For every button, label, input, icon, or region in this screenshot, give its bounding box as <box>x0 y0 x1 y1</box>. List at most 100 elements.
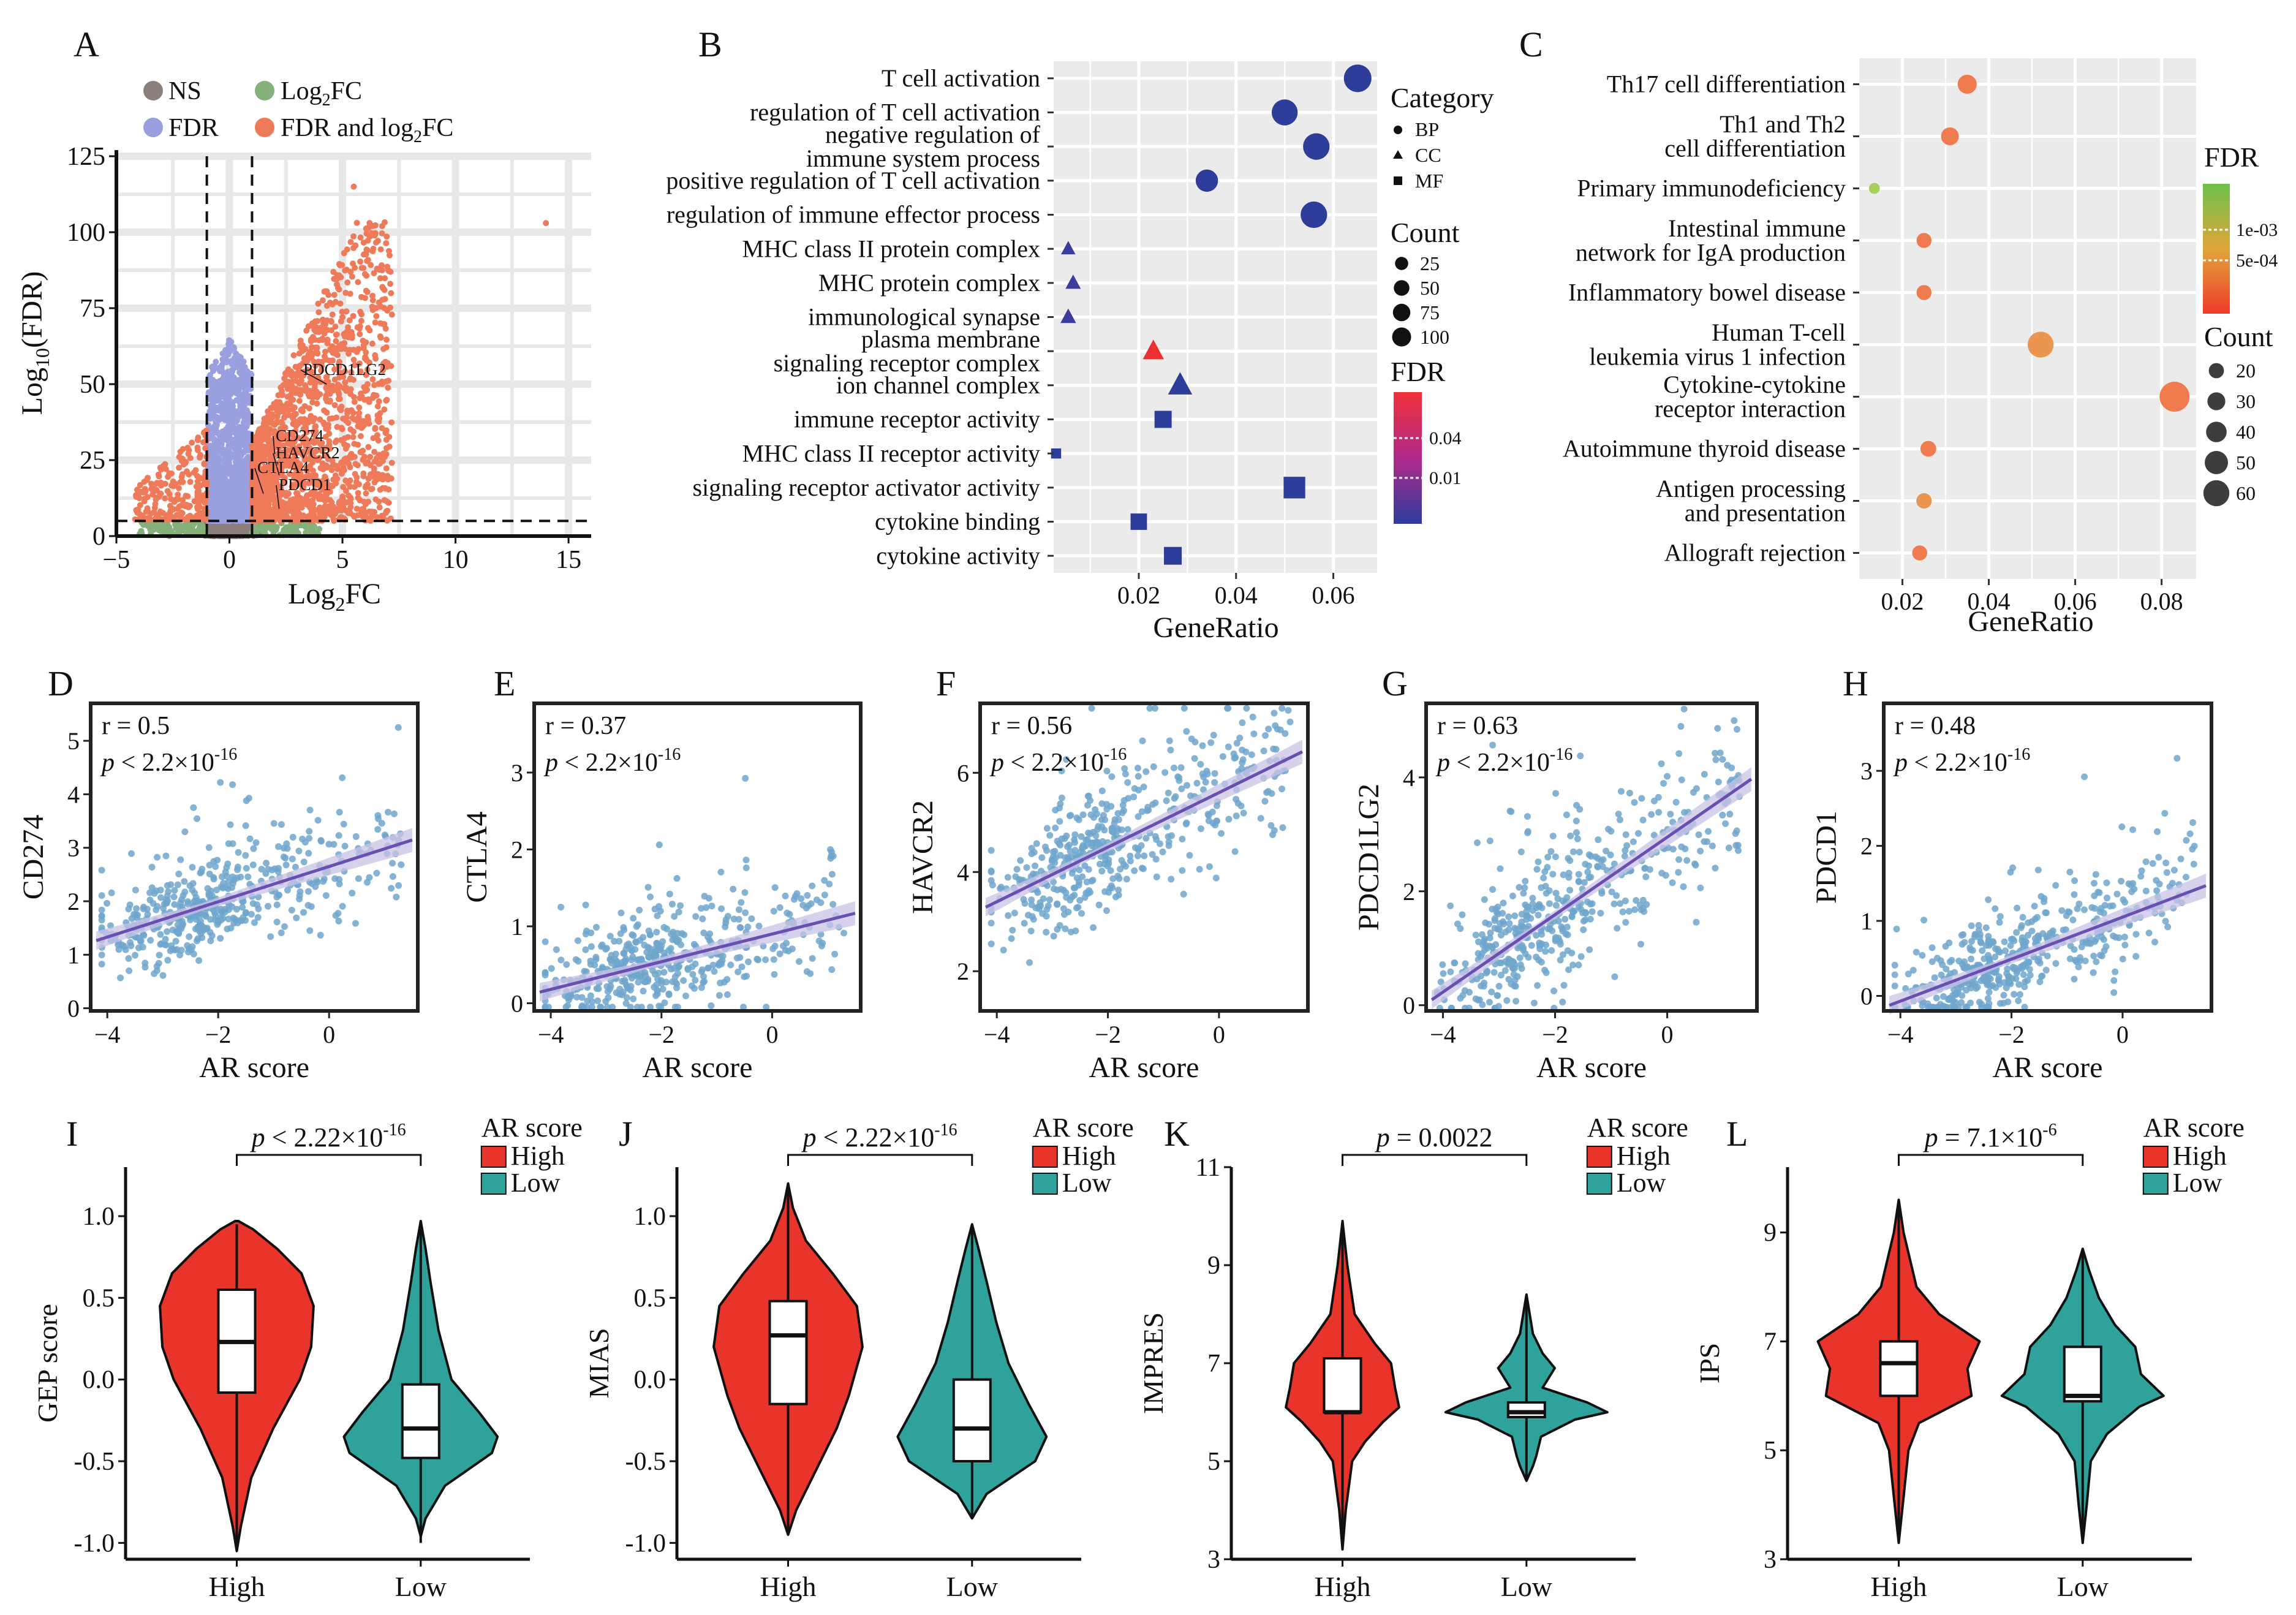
dotplot-term-label: negative regulation of immune system proc… <box>806 121 1041 172</box>
dotplot-point <box>1195 169 1218 192</box>
volcano-point <box>194 488 201 495</box>
volcano-point <box>369 306 376 313</box>
volcano-point <box>296 398 303 404</box>
volcano-point <box>219 450 226 457</box>
volcano-point <box>336 272 342 279</box>
volcano-point <box>156 473 162 480</box>
volcano-point <box>355 423 361 429</box>
go-legend-bp-symbol <box>1394 126 1402 134</box>
volcano-point <box>198 496 205 502</box>
panel-letter-l: L <box>1726 1114 1748 1154</box>
dotplot-term-label: cytokine activity <box>876 542 1040 569</box>
volcano-point <box>339 308 346 315</box>
volcano-point <box>218 385 225 391</box>
volcano-point <box>358 293 364 300</box>
volcano-point <box>228 409 235 415</box>
volcano-point <box>364 381 371 388</box>
volcano-point <box>284 382 290 389</box>
volcano-point <box>211 390 217 397</box>
volcano-point <box>347 477 353 484</box>
volcano-point <box>273 526 279 533</box>
volcano-point <box>275 409 282 416</box>
volcano-point <box>148 486 155 493</box>
volcano-point <box>298 387 305 394</box>
volcano-point <box>227 380 234 387</box>
volcano-point <box>372 425 379 431</box>
volcano-point <box>385 486 392 493</box>
volcano-point <box>319 495 325 502</box>
volcano-point <box>298 406 305 412</box>
volcano-point <box>254 497 261 504</box>
volcano-point <box>383 427 390 434</box>
volcano-point <box>363 418 369 425</box>
volcano-point <box>230 441 236 448</box>
volcano-point <box>281 375 288 382</box>
go-legend-cc-symbol <box>1393 150 1403 159</box>
volcano-point <box>370 245 377 252</box>
dotplot-term-label: immune receptor activity <box>794 406 1040 433</box>
volcano-x-tick-label: 5 <box>336 546 349 574</box>
volcano-point <box>311 415 318 422</box>
volcano-point <box>176 464 183 471</box>
panel-letter-c: C <box>1519 25 1543 64</box>
volcano-point <box>189 439 195 446</box>
volcano-point <box>338 403 345 410</box>
dotplot-point <box>2159 382 2190 412</box>
dotplot-term-label: plasma membrane signaling receptor comple… <box>774 325 1040 377</box>
volcano-point <box>184 444 191 451</box>
volcano-point <box>213 415 220 422</box>
volcano-point <box>220 356 227 363</box>
volcano-point <box>368 230 375 236</box>
volcano-point <box>241 448 248 455</box>
volcano-legend: NS Log2FC FDR FDR and log2FC <box>143 77 453 146</box>
volcano-point <box>347 290 353 297</box>
volcano-point <box>271 401 278 407</box>
volcano-point <box>363 230 370 237</box>
dotplot-x-tick-label: 0.04 <box>1215 581 1258 609</box>
volcano-point <box>184 468 191 475</box>
volcano-point <box>315 328 322 335</box>
volcano-point <box>369 395 376 401</box>
kegg-legend-fdr-tick-1: 5e-04 <box>2236 251 2278 271</box>
volcano-point <box>355 481 362 488</box>
volcano-point <box>195 512 202 519</box>
volcano-gene-label: PDCD1LG2 <box>303 360 386 379</box>
volcano-point <box>350 428 357 435</box>
dotplot-term-label: Human T-cell leukemia virus 1 infection <box>1589 319 1846 370</box>
volcano-point <box>306 405 312 412</box>
volcano-point <box>312 318 319 325</box>
volcano-point <box>296 497 303 504</box>
volcano-point <box>238 474 245 480</box>
volcano-point <box>351 441 358 447</box>
volcano-point <box>339 467 346 474</box>
volcano-point <box>213 358 219 365</box>
volcano-point <box>314 349 320 356</box>
go-legend-count-symbol <box>1392 327 1411 347</box>
volcano-point <box>232 451 238 458</box>
volcano-point <box>357 258 364 265</box>
volcano-point <box>329 301 336 308</box>
volcano-point <box>364 289 371 295</box>
volcano-point <box>284 507 290 513</box>
volcano-point <box>292 371 299 377</box>
volcano-point <box>211 436 218 443</box>
volcano-point <box>327 503 333 510</box>
volcano-point <box>213 499 219 505</box>
volcano-point <box>242 390 249 396</box>
volcano-point <box>371 465 377 472</box>
volcano-point <box>371 458 378 465</box>
volcano-point <box>328 317 334 324</box>
volcano-point <box>345 324 352 331</box>
dotplot-point <box>1301 201 1327 229</box>
volcano-point <box>195 526 202 533</box>
volcano-point <box>222 524 228 531</box>
volcano-point <box>323 288 330 295</box>
volcano-point <box>319 297 326 304</box>
volcano-point <box>197 482 203 489</box>
go-legend-count-label: 100 <box>1420 326 1449 348</box>
volcano-point <box>270 482 276 488</box>
volcano-point <box>387 281 394 287</box>
volcano-point <box>344 246 350 253</box>
